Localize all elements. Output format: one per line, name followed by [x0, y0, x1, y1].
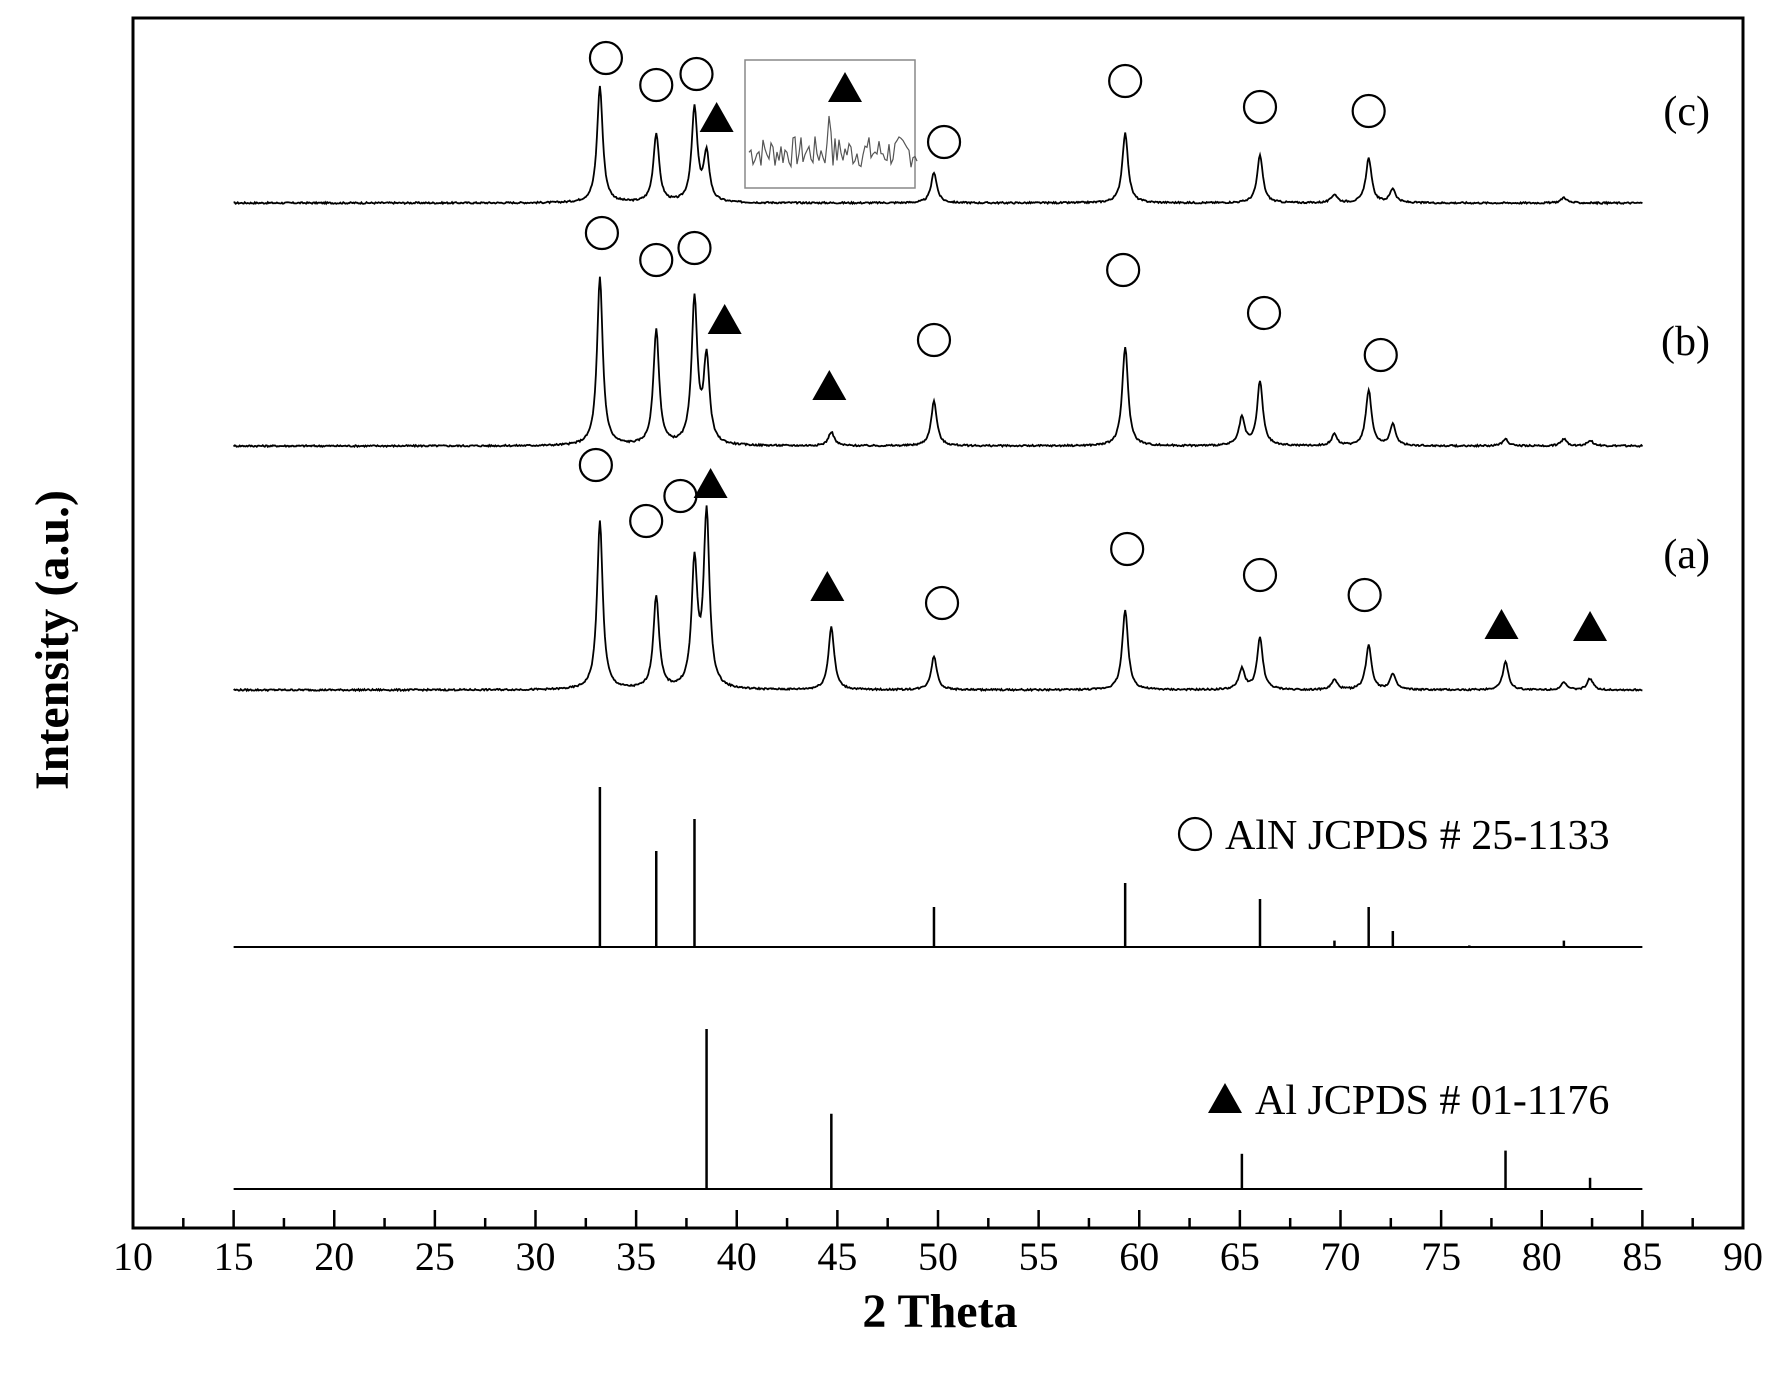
- reference-patterns: [233, 787, 1643, 1190]
- x-tick-label: 90: [1723, 1234, 1763, 1279]
- y-axis-label: Intensity (a.u.): [26, 490, 79, 790]
- legend: AlN JCPDS # 25-1133 Al JCPDS # 01-1176: [1177, 813, 1610, 1124]
- series-label: (a): [1663, 532, 1710, 578]
- x-tick-label: 20: [314, 1234, 354, 1279]
- x-tick-label: 75: [1421, 1234, 1461, 1279]
- series-label: (c): [1663, 89, 1710, 135]
- x-tick-label: 10: [113, 1234, 153, 1279]
- al-triangle-marker: [693, 468, 728, 498]
- inset: [744, 59, 918, 189]
- aln-circle-marker: [584, 215, 620, 251]
- x-tick-label: 45: [817, 1234, 857, 1279]
- al-triangle-marker: [828, 72, 862, 102]
- aln-circle-marker: [1351, 93, 1386, 129]
- x-axis-label: 2 Theta: [862, 1285, 1017, 1338]
- aln-circle-marker: [1242, 89, 1278, 125]
- aln-circle-marker: [663, 478, 698, 514]
- x-tick-label: 70: [1321, 1234, 1361, 1279]
- x-tick-label: 85: [1622, 1234, 1662, 1279]
- aln-circle-marker: [588, 40, 624, 76]
- series-line: [233, 85, 1643, 206]
- aln-circle-marker: [1347, 577, 1382, 613]
- al-triangle-marker: [812, 370, 847, 400]
- aln-circle-marker: [1106, 252, 1141, 288]
- x-tick-label: 55: [1019, 1234, 1059, 1279]
- aln-circle-marker: [639, 242, 674, 278]
- aln-circle-marker: [1108, 63, 1143, 99]
- aln-circle-marker: [629, 503, 664, 539]
- series-label: (b): [1661, 319, 1710, 365]
- legend-label: AlN JCPDS # 25-1133: [1225, 813, 1610, 859]
- aln-circle-marker: [916, 322, 952, 358]
- aln-circle-marker: [1110, 531, 1145, 567]
- x-tick-label: 80: [1522, 1234, 1562, 1279]
- aln-circle-marker: [926, 124, 962, 160]
- aln-circle-marker: [578, 447, 613, 483]
- al-triangle-marker: [1484, 609, 1519, 639]
- legend-label: Al JCPDS # 01-1176: [1255, 1078, 1609, 1124]
- aln-circle-marker: [679, 56, 714, 92]
- series-line: [233, 505, 1643, 693]
- x-tick-label: 50: [918, 1234, 958, 1279]
- x-tick-label: 25: [415, 1234, 455, 1279]
- al-triangle-marker: [1208, 1083, 1242, 1113]
- x-tick-label: 65: [1220, 1234, 1260, 1279]
- x-tick-label: 30: [516, 1234, 556, 1279]
- aln-circle-marker: [1363, 337, 1398, 373]
- x-tick-label: 40: [717, 1234, 757, 1279]
- aln-circle-marker: [639, 67, 674, 103]
- aln-circle-marker: [1177, 816, 1213, 852]
- series-line: [232, 276, 1644, 449]
- x-tick-label: 35: [616, 1234, 656, 1279]
- aln-circle-marker: [1242, 557, 1278, 593]
- al-triangle-marker: [707, 304, 742, 334]
- x-tick-label: 60: [1119, 1234, 1159, 1279]
- al-triangle-marker: [699, 102, 734, 132]
- al-triangle-marker: [810, 571, 845, 601]
- al-triangle-marker: [1573, 611, 1608, 641]
- diffraction-patterns: [232, 85, 1644, 693]
- inset-line: [748, 115, 918, 169]
- x-axis: 10 15 20 25 30 35 40 45 50 55 60 65 70 75 80 85 90: [113, 1210, 1763, 1279]
- phase-markers: [578, 40, 1608, 641]
- aln-circle-marker: [1246, 295, 1282, 331]
- x-tick-label: 15: [214, 1234, 254, 1279]
- series-labels: (c) (b) (a): [1661, 89, 1710, 578]
- aln-circle-marker: [677, 230, 712, 266]
- aln-circle-marker: [924, 585, 960, 621]
